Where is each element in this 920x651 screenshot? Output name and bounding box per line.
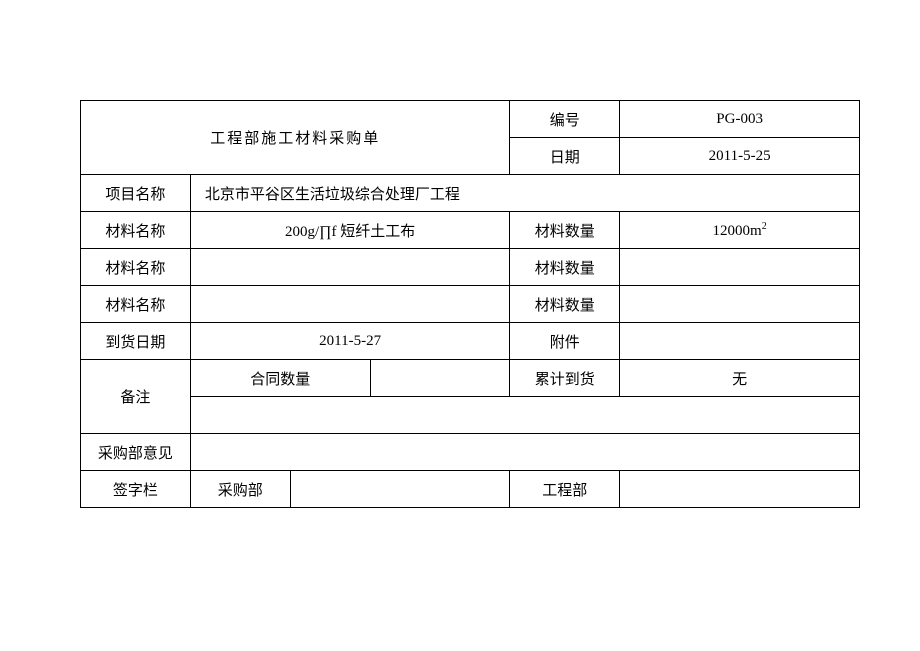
- number-value: PG-003: [620, 101, 860, 138]
- opinion-value: [190, 434, 859, 471]
- material-name-value: [190, 286, 510, 323]
- date-label: 日期: [510, 138, 620, 175]
- form-title: 工程部施工材料采购单: [81, 101, 510, 175]
- cumulative-value: 无: [620, 360, 860, 397]
- remark-extra: [190, 397, 859, 434]
- material-qty-value: [620, 286, 860, 323]
- material-qty-label: 材料数量: [510, 286, 620, 323]
- number-label: 编号: [510, 101, 620, 138]
- sign-purchase-label: 采购部: [190, 471, 290, 508]
- material-name-label: 材料名称: [81, 249, 191, 286]
- contract-qty-value: [370, 360, 510, 397]
- contract-qty-label: 合同数量: [190, 360, 370, 397]
- sign-purchase-blank: [290, 471, 510, 508]
- attach-label: 附件: [510, 323, 620, 360]
- project-label: 项目名称: [81, 175, 191, 212]
- attach-value: [620, 323, 860, 360]
- material-qty-label: 材料数量: [510, 249, 620, 286]
- material-qty-value: 12000m2: [620, 212, 860, 249]
- sign-eng-label: 工程部: [510, 471, 620, 508]
- remark-label: 备注: [81, 360, 191, 434]
- date-value: 2011-5-25: [620, 138, 860, 175]
- sign-label: 签字栏: [81, 471, 191, 508]
- material-name-label: 材料名称: [81, 212, 191, 249]
- material-qty-label: 材料数量: [510, 212, 620, 249]
- cumulative-label: 累计到货: [510, 360, 620, 397]
- material-name-label: 材料名称: [81, 286, 191, 323]
- material-name-value: [190, 249, 510, 286]
- material-name-value: 200g/∏f 短纤土工布: [190, 212, 510, 249]
- opinion-label: 采购部意见: [81, 434, 191, 471]
- sign-eng-blank: [620, 471, 860, 508]
- project-value: 北京市平谷区生活垃圾综合处理厂工程: [190, 175, 859, 212]
- arrival-label: 到货日期: [81, 323, 191, 360]
- material-qty-value: [620, 249, 860, 286]
- arrival-value: 2011-5-27: [190, 323, 510, 360]
- purchase-order-table: 工程部施工材料采购单 编号 PG-003 日期 2011-5-25 项目名称 北…: [80, 100, 860, 508]
